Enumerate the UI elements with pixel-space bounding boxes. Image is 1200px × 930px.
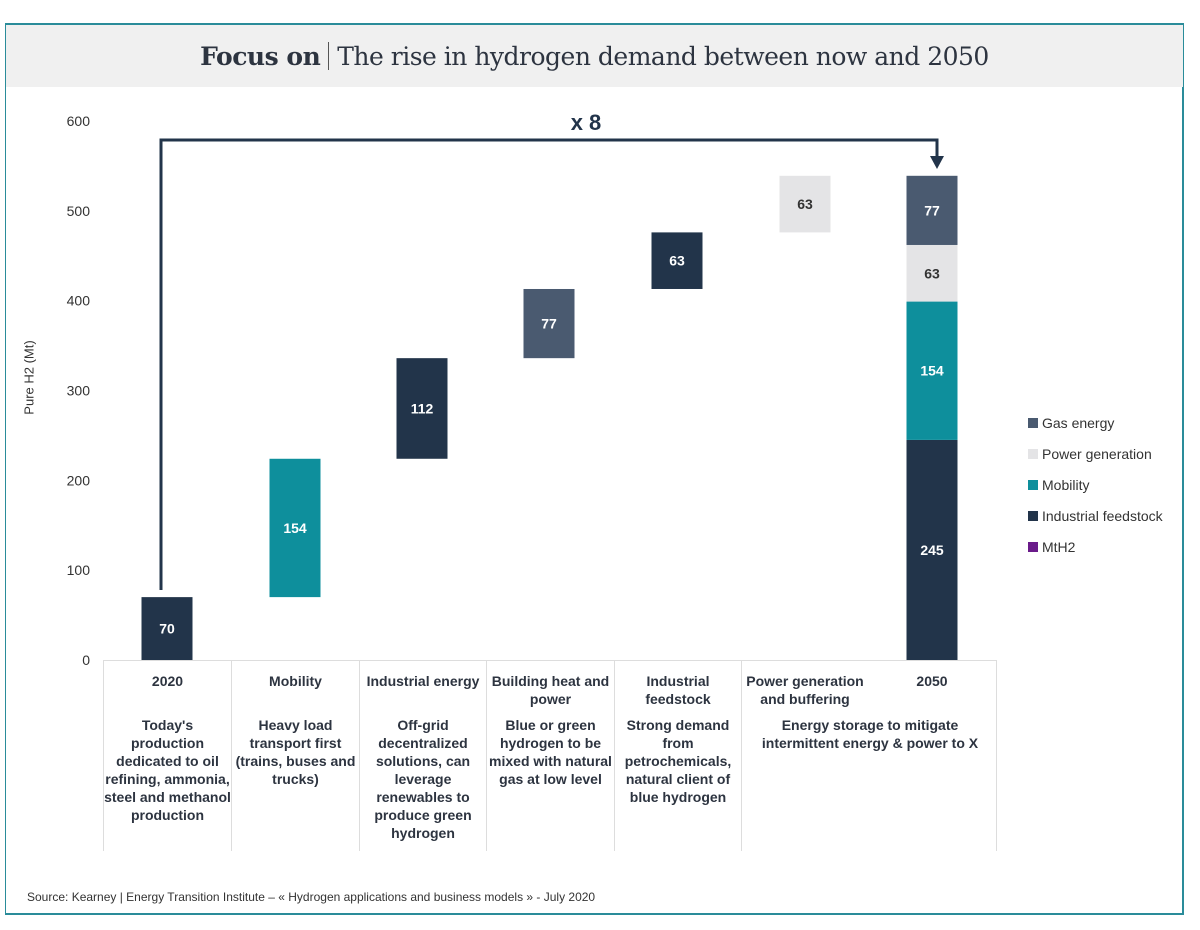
legend-label: Mobility (1042, 476, 1090, 493)
bar-value-label: 154 (283, 520, 307, 536)
bar-power-generation-and-buffering (779, 175, 831, 233)
table-column: Industrial feedstock Strong demand from p… (614, 661, 741, 851)
legend-item: Gas energy (1028, 407, 1163, 438)
column-heading: 2050 (916, 673, 948, 689)
column-description: Heavy load transport first (trains, buse… (235, 717, 356, 787)
table-column: Power generation and buffering Energy sto… (741, 661, 978, 851)
bar-value-label: 245 (920, 542, 944, 558)
bar-value-label: 154 (920, 363, 944, 379)
y-tick-label: 500 (67, 203, 91, 219)
bar-2020 (141, 597, 193, 660)
bar-mobility (269, 458, 321, 598)
y-tick-label: 600 (67, 113, 91, 129)
page-title: The rise in hydrogen demand between now … (337, 41, 989, 71)
legend-label: Industrial feedstock (1042, 507, 1163, 524)
table-column: Building heat and power Blue or green hyd… (486, 661, 614, 851)
source-note: Source: Kearney | Energy Transition Inst… (27, 890, 596, 904)
column-description: Blue or green hydrogen to be mixed with … (489, 717, 612, 787)
column-heading: Industrial feedstock (645, 673, 711, 707)
y-tick-label: 200 (67, 472, 91, 488)
column-description: Today's production dedicated to oil refi… (104, 717, 231, 823)
bar-value-label: 63 (669, 253, 685, 269)
table-column: Mobility Heavy load transport first (trai… (231, 661, 359, 851)
legend-label: Power generation (1042, 445, 1152, 462)
bar-value-label: 63 (797, 196, 813, 212)
column-description: Off-grid decentralized solutions, can le… (374, 717, 472, 841)
column-heading: Mobility (269, 673, 322, 689)
column-description: Energy storage to mitigate intermittent … (761, 717, 979, 751)
bar-value-label: 112 (411, 400, 434, 416)
column-description: Strong demand from petrochemicals, natur… (624, 717, 732, 805)
legend: Gas energy Power generation Mobility Indust… (1028, 407, 1163, 562)
legend-item: Power generation (1028, 438, 1163, 469)
arrow-head-icon (930, 156, 944, 169)
bar-value-label: 77 (541, 316, 557, 332)
table-column: Industrial energy Off-grid decentralized … (359, 661, 486, 851)
growth-arrow (159, 138, 944, 590)
legend-item: Industrial feedstock (1028, 500, 1163, 531)
bar-value-label: 63 (924, 265, 940, 281)
column-heading: Power generation and buffering (746, 673, 864, 707)
figure-frame (5, 23, 1184, 915)
column-heading: Building heat and power (491, 673, 610, 707)
legend-label: Gas energy (1042, 414, 1115, 431)
bar-2050-gas-energy (906, 175, 958, 245)
column-heading: 2020 (151, 673, 184, 689)
y-tick-label: 100 (67, 562, 91, 578)
x-axis-line (103, 660, 997, 661)
multiplier-label: x 8 (571, 110, 602, 135)
y-tick-label: 0 (82, 652, 90, 668)
legend-swatch (1028, 541, 1038, 552)
title-bar: Focus on The rise in hydrogen demand bet… (6, 25, 1183, 87)
y-tick-label: 300 (67, 383, 91, 399)
legend-swatch (1028, 448, 1038, 459)
bar-value-label: 77 (924, 202, 940, 218)
title-prefix: Focus on (200, 41, 321, 71)
legend-item: MtH2 (1028, 531, 1163, 562)
bar-2050-industrial-feedstock (906, 439, 958, 660)
legend-swatch (1028, 510, 1038, 521)
bar-value-label: 70 (159, 621, 175, 637)
column-heading: Industrial energy (366, 673, 480, 689)
legend-label: MtH2 (1042, 538, 1076, 555)
bar-industrial-energy (396, 358, 448, 459)
bar-industrial-feedstock (651, 232, 703, 289)
bar-building-heat-and-power (523, 288, 575, 359)
legend-swatch (1028, 479, 1038, 490)
legend-item: Mobility (1028, 469, 1163, 500)
title-separator (328, 42, 330, 70)
bar-2050-power-generation (906, 244, 958, 302)
bar-2050-mobility (906, 301, 958, 440)
legend-swatch (1028, 417, 1038, 428)
y-tick-label: 400 (67, 293, 91, 309)
table-column: 2020 Today's production dedicated to oil … (103, 661, 231, 851)
table-column: 2050 (868, 661, 997, 851)
